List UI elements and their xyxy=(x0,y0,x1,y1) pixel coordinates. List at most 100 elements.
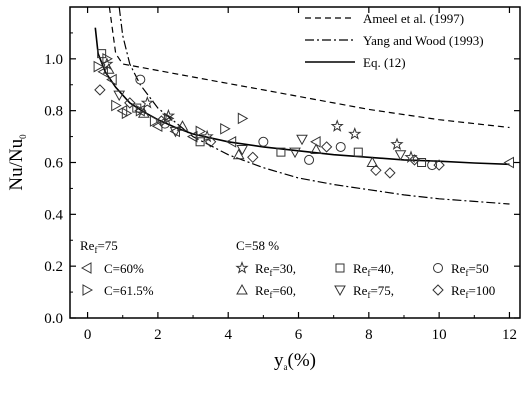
legend-label: Eq. (12) xyxy=(363,55,406,70)
marker-diamond xyxy=(124,97,136,109)
x-tick-label: 4 xyxy=(224,327,232,343)
marker-tri-right xyxy=(93,60,105,73)
marker-tri-right xyxy=(237,112,249,125)
legend-prefix: Re xyxy=(255,261,270,276)
legend-entry-text: Ref=50 xyxy=(451,261,489,278)
marker-square xyxy=(276,147,286,157)
marker-tri-right xyxy=(220,122,231,135)
legend-prefix: Re xyxy=(353,283,368,298)
marker-tri-up xyxy=(176,120,189,131)
legend-suffix: =50 xyxy=(468,261,488,276)
marker-diamond xyxy=(247,151,259,164)
marker-square xyxy=(97,49,107,59)
legend-sub: f xyxy=(269,290,272,300)
marker-tri-right xyxy=(111,99,122,112)
legend-entry-text: Ref=60, xyxy=(255,283,296,300)
marker-tri-up xyxy=(232,148,245,160)
legend-suffix: =100 xyxy=(468,283,495,298)
legend-left-title-main: Re xyxy=(80,238,95,253)
marker-tri-right xyxy=(121,107,133,120)
x-tick-label: 12 xyxy=(502,327,517,343)
x-axis-title-sub: a xyxy=(284,362,288,372)
marker-diamond xyxy=(204,136,217,148)
marker-tri-left xyxy=(169,125,180,138)
marker-diamond xyxy=(320,141,333,153)
y-axis-title-sub: 0 xyxy=(18,134,28,139)
marker-diamond xyxy=(155,115,168,127)
marker-star xyxy=(235,260,249,274)
marker-square xyxy=(195,137,205,147)
legend-entry-text: Ref=75, xyxy=(353,283,394,300)
legend-suffix: =40, xyxy=(370,261,394,276)
marker-star xyxy=(348,127,362,140)
x-tick-label: 10 xyxy=(432,327,447,343)
marker-tri-up xyxy=(102,63,115,74)
x-axis-title: ya(%) xyxy=(274,350,316,372)
legend-entry-text: Ref=30, xyxy=(255,261,296,278)
legend-label: Ameel et al. (1997) xyxy=(363,11,464,26)
y-tick-label: 0.4 xyxy=(44,207,63,223)
marker-star xyxy=(390,137,404,151)
marker-tri-down xyxy=(113,90,126,102)
marker-diamond xyxy=(94,84,106,96)
marker-tri-left xyxy=(97,65,108,78)
legend-suffix: =75, xyxy=(370,283,394,298)
marker-square xyxy=(335,263,345,273)
marker-circle xyxy=(335,141,346,152)
legend-sub: f xyxy=(367,268,370,278)
marker-diamond xyxy=(370,164,382,177)
marker-tri-left xyxy=(503,156,514,169)
marker-square xyxy=(353,147,363,157)
marker-circle xyxy=(427,160,438,171)
x-tick-label: 2 xyxy=(154,327,162,343)
marker-tri-down xyxy=(296,134,308,146)
marker-circle xyxy=(433,263,443,273)
marker-square xyxy=(132,103,142,113)
marker-diamond xyxy=(408,154,421,166)
legend-left-title-sub: f xyxy=(94,245,97,255)
marker-diamond xyxy=(384,167,396,179)
marker-tri-down xyxy=(334,285,346,297)
marker-star xyxy=(140,95,155,109)
y-tick-label: 0.2 xyxy=(44,259,63,275)
legend-prefix: Re xyxy=(451,261,466,276)
legend-suffix: =60, xyxy=(272,283,296,298)
y-tick-label: 0.8 xyxy=(44,104,63,120)
series-line-dashdot xyxy=(118,7,510,205)
y-tick-label: 0.6 xyxy=(44,156,63,172)
marker-tri-right xyxy=(82,284,94,296)
y-tick-label: 0.0 xyxy=(44,311,63,327)
marker-diamond xyxy=(432,284,444,296)
marker-diamond xyxy=(433,159,445,171)
marker-tri-down xyxy=(169,126,182,138)
marker-circle xyxy=(304,154,315,165)
y-axis-title-main: Nu/Nu xyxy=(6,138,27,190)
legend-left-title-suffix: =75 xyxy=(97,238,117,253)
marker-star xyxy=(161,108,176,122)
x-tick-label: 0 xyxy=(84,327,92,343)
legend-right-title: C=58 % xyxy=(236,238,279,253)
marker-legend: Ref=75C=60%C=61.5%C=58 %Ref=30, Ref=40, Re… xyxy=(80,238,495,300)
legend-left-label: C=60% xyxy=(104,261,144,276)
x-tick-label: 8 xyxy=(365,327,373,343)
x-axis-title-main: y xyxy=(274,350,284,371)
legend-suffix: =30, xyxy=(272,261,296,276)
marker-tri-up xyxy=(236,283,248,295)
legend-entry-text: Ref=40, xyxy=(353,261,394,278)
marker-tri-left xyxy=(186,130,198,143)
marker-tri-down xyxy=(289,147,301,159)
marker-tri-left xyxy=(80,262,92,274)
y-tick-label: 1.0 xyxy=(44,52,63,68)
marker-tri-right xyxy=(149,115,161,127)
marker-circle xyxy=(135,74,146,85)
legend-sub: f xyxy=(465,268,468,278)
legend-sub: f xyxy=(465,290,468,300)
marker-circle xyxy=(258,136,269,147)
marker-tri-up xyxy=(137,107,150,118)
x-tick-label: 6 xyxy=(295,327,303,343)
marker-tri-up xyxy=(366,156,379,167)
legend-sub: f xyxy=(269,268,272,278)
marker-star xyxy=(100,56,114,70)
